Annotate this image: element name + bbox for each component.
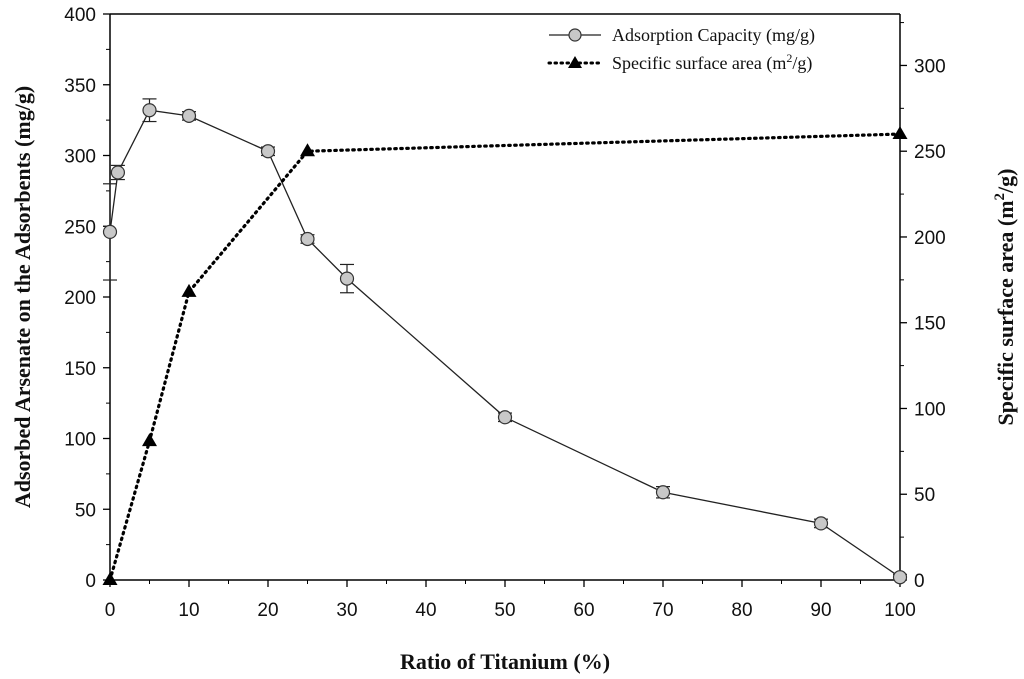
legend-label-surface-prefix: Specific surface area (m (612, 53, 786, 74)
x-tick-label: 40 (415, 600, 436, 621)
series-line-surface-area (108, 132, 902, 582)
legend: Adsorption Capacity (mg/g) Specific surf… (547, 25, 815, 74)
y-axis-right: 0 50 100 150 200 250 300 (900, 22, 946, 592)
x-tick-label: 80 (731, 600, 752, 621)
data-point-adsorption (497, 410, 513, 425)
data-point-adsorption (142, 103, 157, 118)
y-right-tick-label: 50 (914, 485, 935, 506)
y-left-tick-label: 100 (64, 430, 96, 451)
y-axis-left-title: Adsorbed Arsenate on the Adsorbents (mg/… (10, 86, 35, 508)
y-left-tick-label: 50 (75, 500, 96, 521)
legend-label-adsorption: Adsorption Capacity (mg/g) (612, 25, 815, 46)
x-tick-label: 0 (105, 600, 116, 621)
y-left-tick-label: 350 (64, 76, 96, 97)
legend-marker-surface (568, 56, 582, 68)
data-point-adsorption (813, 516, 829, 531)
series-layer (102, 98, 908, 585)
data-point-adsorption (102, 224, 118, 240)
y-right-tick-label: 250 (914, 142, 946, 163)
x-tick-label: 20 (257, 600, 278, 621)
data-point-surface-area (181, 283, 197, 297)
legend-label-surface-suffix: /g) (792, 53, 812, 74)
y-right-tick-label: 100 (914, 399, 946, 420)
data-point-surface-area (300, 143, 315, 157)
data-point-adsorption (181, 108, 197, 123)
y-axis-right-title-sup: 2 (992, 193, 1008, 201)
legend-marker-adsorption (568, 28, 582, 42)
x-tick-label: 30 (336, 600, 357, 621)
x-tick-label: 10 (178, 600, 199, 621)
y-right-tick-label: 150 (914, 314, 946, 335)
y-left-tick-label: 400 (64, 5, 96, 26)
data-point-adsorption (110, 165, 126, 180)
y-right-tick-label: 0 (914, 571, 925, 592)
data-point-adsorption (892, 570, 908, 585)
x-axis-title: Ratio of Titanium (%) (400, 649, 610, 674)
y-axis-right-title: Specific surface area (m2/g) (992, 169, 1018, 426)
y-left-tick-label: 0 (85, 571, 96, 592)
y-axis-left: 0 50 100 150 200 250 300 350 400 (64, 5, 110, 592)
data-point-surface-area (102, 572, 118, 585)
y-right-tick-label: 300 (914, 56, 946, 77)
y-axis-right-title-prefix: Specific surface area (m (993, 200, 1018, 425)
legend-label-surface: Specific surface area (m2/g) (612, 51, 812, 74)
y-left-tick-label: 200 (64, 288, 96, 309)
data-point-surface-area (142, 433, 157, 447)
y-left-tick-label: 150 (64, 359, 96, 380)
y-left-tick-label: 300 (64, 147, 96, 168)
y-right-tick-label: 200 (914, 228, 946, 249)
data-point-surface-area (892, 126, 908, 140)
y-left-tick-label: 250 (64, 217, 96, 238)
series-line-adsorption (109, 109, 901, 578)
x-tick-label: 90 (810, 600, 831, 621)
x-tick-label: 60 (573, 600, 594, 621)
plot-frame (109, 13, 901, 581)
data-point-adsorption (655, 485, 671, 500)
x-tick-label: 70 (652, 600, 673, 621)
data-point-adsorption (339, 271, 355, 286)
legend-label-surface-sup: 2 (786, 51, 792, 65)
y-axis-right-title-suffix: /g) (993, 169, 1018, 194)
x-tick-label: 100 (884, 600, 916, 621)
x-axis: 0 10 20 30 40 50 60 70 80 90 100 (105, 580, 916, 621)
data-point-adsorption (260, 144, 276, 159)
data-point-adsorption (300, 231, 315, 247)
x-tick-label: 50 (494, 600, 515, 621)
